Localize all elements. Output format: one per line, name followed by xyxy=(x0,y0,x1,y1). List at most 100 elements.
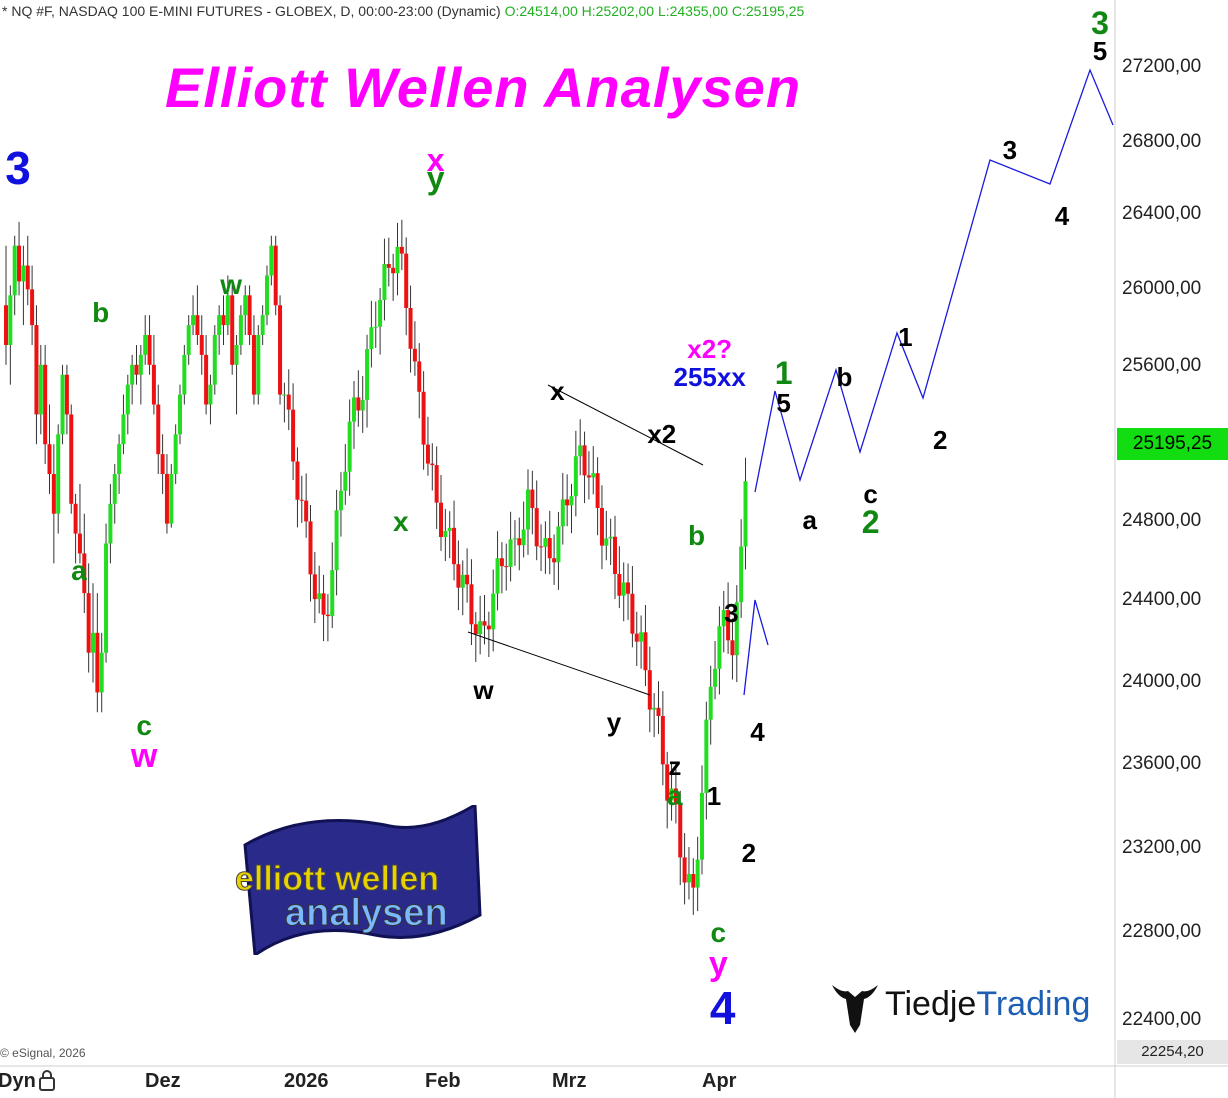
candle xyxy=(460,560,465,616)
candle xyxy=(125,374,130,435)
candle-body xyxy=(547,538,552,559)
candle xyxy=(700,765,704,875)
candle xyxy=(282,382,287,423)
candle-body xyxy=(360,399,365,411)
wave-label: 3 xyxy=(724,597,739,628)
candle xyxy=(478,595,483,655)
candle xyxy=(360,376,365,433)
candle-body xyxy=(108,503,113,544)
candle-body xyxy=(569,496,574,506)
logo-line1: elliott wellen xyxy=(235,860,439,898)
candle xyxy=(77,483,82,564)
candle-body xyxy=(739,546,744,603)
candle-body xyxy=(730,640,735,656)
candle-body xyxy=(4,305,8,345)
candle-body xyxy=(482,621,487,626)
candle-body xyxy=(186,325,191,355)
candle-body xyxy=(691,874,696,888)
xaxis-label-apr: Apr xyxy=(702,1070,737,1092)
candle xyxy=(734,585,739,683)
candle-body xyxy=(343,471,348,491)
candle-body xyxy=(412,348,417,362)
xaxis-label-dez: Dez xyxy=(145,1070,181,1092)
candle xyxy=(204,335,209,415)
candle-body xyxy=(99,652,104,693)
wave-label: 4 xyxy=(709,982,736,1035)
candle xyxy=(208,374,213,425)
trendline-lower xyxy=(467,631,651,696)
lock-icon[interactable] xyxy=(38,1069,56,1091)
candle xyxy=(430,443,435,491)
candle xyxy=(191,295,196,336)
candle xyxy=(591,446,596,495)
wave-label: c xyxy=(863,478,878,509)
candle-body xyxy=(234,344,239,365)
elliott-wellen-logo: elliott wellen analysen xyxy=(235,805,482,955)
candle xyxy=(695,836,700,912)
candle xyxy=(330,542,335,629)
candle xyxy=(417,343,422,419)
candle xyxy=(499,542,504,594)
candle xyxy=(721,590,726,653)
candle-body xyxy=(243,295,248,316)
candle xyxy=(295,447,300,528)
yaxis-label: 26800,00 xyxy=(1122,131,1202,152)
candle xyxy=(325,594,330,642)
candle xyxy=(647,646,652,733)
candle xyxy=(739,519,744,618)
candle-body xyxy=(330,570,335,617)
candle-body xyxy=(391,267,396,274)
candle-body xyxy=(160,454,165,475)
candle xyxy=(352,380,356,449)
candle-body xyxy=(43,364,48,445)
candle xyxy=(343,444,348,505)
xaxis-label-mrz: Mrz xyxy=(552,1070,587,1092)
wave-label: 255xx xyxy=(673,361,746,392)
candle xyxy=(251,315,256,405)
candle-body xyxy=(465,574,470,585)
candle-body xyxy=(173,434,178,475)
candle xyxy=(164,454,169,534)
candle-body xyxy=(460,574,465,588)
candle-body xyxy=(643,632,648,671)
yaxis-label: 26400,00 xyxy=(1122,203,1202,224)
candle-body xyxy=(582,445,587,476)
candle xyxy=(86,563,91,673)
xaxis-label-dyn[interactable]: Dyn xyxy=(0,1070,36,1092)
candle xyxy=(243,285,248,336)
candle xyxy=(104,523,109,663)
candle xyxy=(569,483,574,534)
candle xyxy=(138,344,143,405)
candle xyxy=(634,611,639,666)
candle xyxy=(308,505,313,602)
candle xyxy=(169,464,174,528)
candle xyxy=(443,508,448,562)
candle-body xyxy=(164,474,169,524)
candle-body xyxy=(669,788,674,801)
candle xyxy=(552,534,557,585)
candle-body xyxy=(308,521,313,575)
candle-body xyxy=(613,536,617,574)
candle xyxy=(608,518,613,566)
candle-body xyxy=(117,444,122,475)
candle-body xyxy=(443,531,448,537)
candle-body xyxy=(591,473,596,478)
candle-body xyxy=(526,489,530,530)
candle xyxy=(25,235,30,306)
candle-body xyxy=(156,404,161,455)
candle xyxy=(238,305,243,355)
logo-line2: analysen xyxy=(285,892,448,934)
candle-body xyxy=(356,397,361,411)
candle xyxy=(421,371,426,470)
candle xyxy=(95,593,100,713)
candle xyxy=(91,583,95,683)
wave-label: 1 xyxy=(774,354,793,391)
candle xyxy=(30,265,35,345)
wave-label: x xyxy=(550,375,565,406)
candle-body xyxy=(17,245,22,282)
candle xyxy=(382,238,387,321)
candle-body xyxy=(604,538,609,546)
candle-body xyxy=(652,707,657,710)
candle xyxy=(586,451,591,500)
candle-body xyxy=(178,394,182,435)
